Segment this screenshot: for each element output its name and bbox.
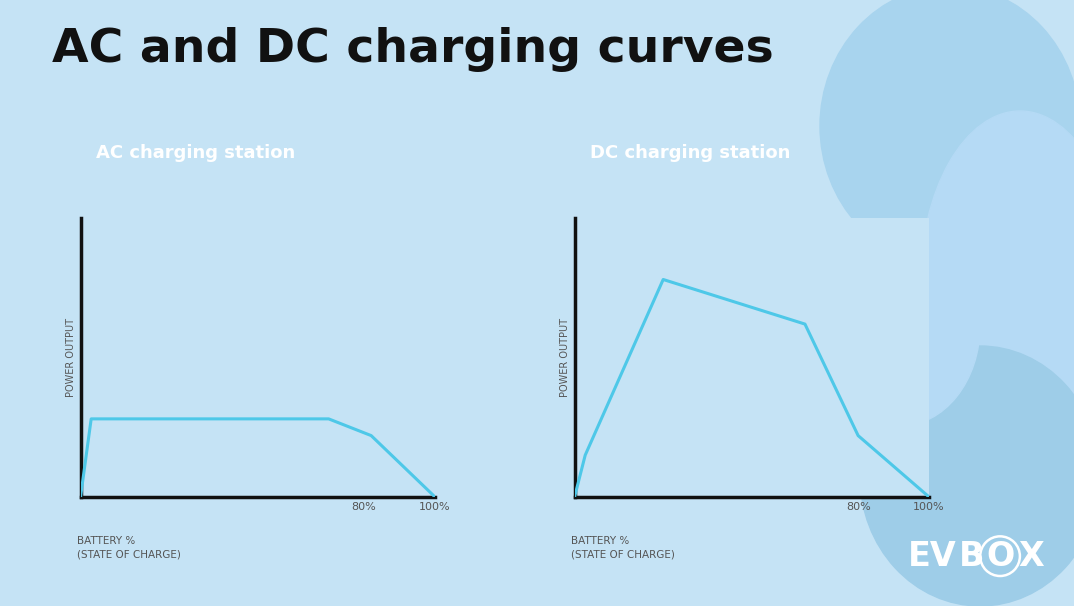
Y-axis label: POWER OUTPUT: POWER OUTPUT bbox=[67, 318, 76, 397]
Text: B: B bbox=[959, 540, 985, 573]
Text: BATTERY %
(STATE OF CHARGE): BATTERY % (STATE OF CHARGE) bbox=[571, 536, 674, 559]
Ellipse shape bbox=[821, 0, 1074, 266]
Text: BATTERY %
(STATE OF CHARGE): BATTERY % (STATE OF CHARGE) bbox=[77, 536, 180, 559]
Y-axis label: POWER OUTPUT: POWER OUTPUT bbox=[561, 318, 570, 397]
Text: DC charging station: DC charging station bbox=[590, 144, 790, 162]
Ellipse shape bbox=[821, 226, 979, 426]
Text: O: O bbox=[986, 540, 1014, 573]
Text: X: X bbox=[1018, 540, 1044, 573]
Text: AC and DC charging curves: AC and DC charging curves bbox=[52, 27, 773, 72]
Text: AC charging station: AC charging station bbox=[97, 144, 295, 162]
Text: EV: EV bbox=[908, 540, 956, 573]
Ellipse shape bbox=[860, 346, 1074, 606]
Ellipse shape bbox=[920, 111, 1074, 461]
